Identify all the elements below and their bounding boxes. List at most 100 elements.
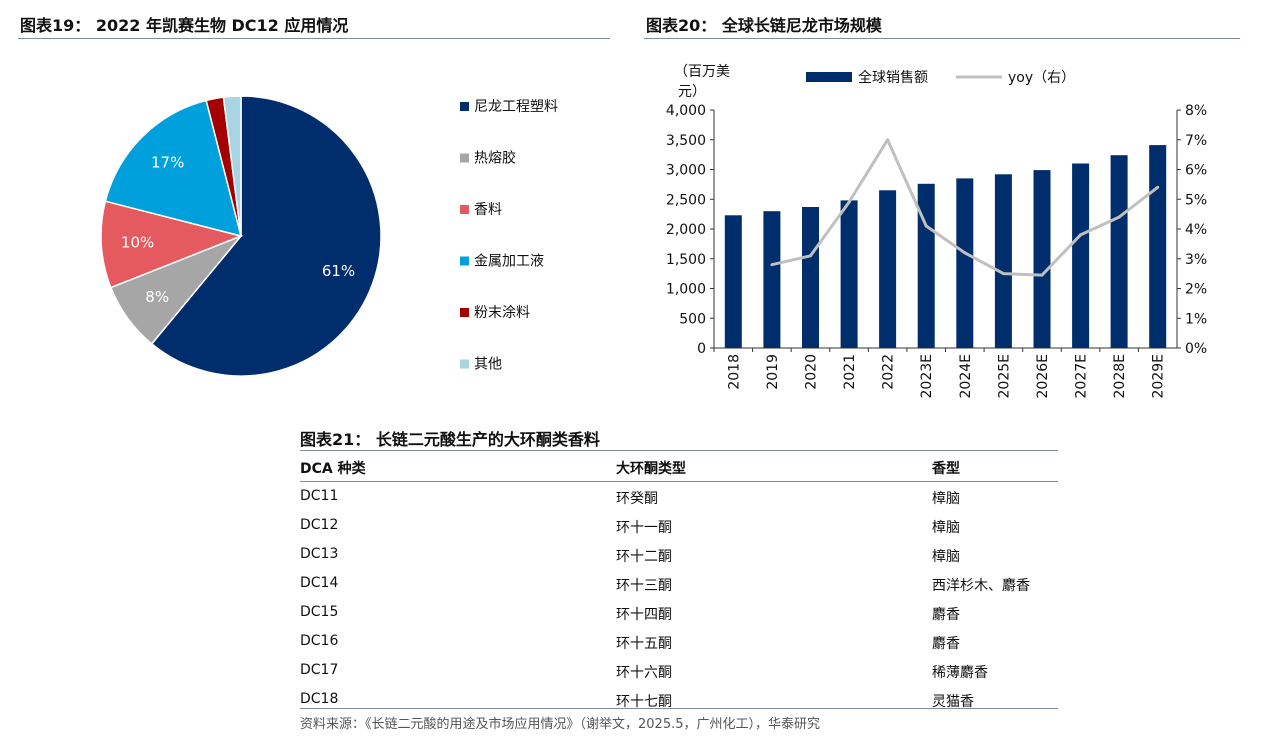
- legend-swatch-bar: [806, 72, 852, 82]
- legend-label-bar: 全球销售额: [858, 69, 928, 86]
- table-cell-ketone: 环十二酮: [616, 549, 672, 565]
- fig20-title: 图表20： 全球长链尼龙市场规模: [646, 16, 882, 35]
- yoy-point-2027E: [1079, 233, 1082, 237]
- table-cell-ketone: 环十六酮: [616, 665, 672, 681]
- y-unit-label-line2: 元）: [678, 84, 706, 100]
- bar-2019: [763, 211, 781, 348]
- pie-slice-0: [150, 95, 382, 377]
- left-tick-label: 500: [679, 311, 706, 327]
- bar-2029E: [1149, 145, 1167, 348]
- x-tick-label: 2027E: [1074, 354, 1090, 398]
- pie-slice-label-2: 10%: [121, 234, 154, 252]
- legend-swatch-1: [460, 153, 469, 163]
- x-tick-label: 2028E: [1112, 354, 1128, 398]
- table-row: DC14 环十三酮 西洋杉木、麝香: [300, 569, 1058, 598]
- right-tick-label: 4%: [1185, 222, 1207, 238]
- legend-label-line: yoy（右）: [1008, 70, 1075, 86]
- x-tick-label: 2020: [803, 354, 819, 390]
- x-tick-label: 2018: [726, 354, 742, 390]
- table-row: DC13 环十二酮 樟脑: [300, 540, 1058, 569]
- table-cell-dca: DC12: [300, 517, 339, 533]
- table-header-dca: DCA 种类: [300, 461, 366, 477]
- bar-2027E: [1072, 163, 1090, 348]
- table-row: DC15 环十四酮 麝香: [300, 598, 1058, 627]
- table-cell-dca: DC17: [300, 662, 339, 678]
- bar-2021: [840, 200, 858, 348]
- table-row: DC16 环十五酮 麝香: [300, 627, 1058, 656]
- bar-2024E: [956, 178, 974, 348]
- table-cell-dca: DC18: [300, 691, 339, 707]
- y-unit-label-line1: （百万美: [674, 64, 730, 80]
- right-tick-label: 0%: [1185, 341, 1207, 357]
- pie-slice-3: [104, 99, 243, 238]
- table-cell-dca: DC14: [300, 575, 339, 591]
- bar-2028E: [1110, 155, 1128, 348]
- x-tick-label: 2024E: [958, 354, 974, 398]
- table-cell-dca: DC15: [300, 604, 339, 620]
- table-cell-scent: 樟脑: [932, 491, 960, 507]
- table-cell-scent: 稀薄麝香: [932, 665, 988, 681]
- bar-2020: [802, 207, 819, 348]
- fig21-title-rule: [300, 450, 1058, 451]
- right-tick-label: 7%: [1185, 133, 1207, 149]
- right-tick-label: 8%: [1185, 103, 1207, 119]
- table-cell-dca: DC16: [300, 633, 339, 649]
- legend-swatch-3: [460, 256, 469, 266]
- table-cell-scent: 灵猫香: [932, 694, 974, 710]
- x-tick-label: 2026E: [1035, 354, 1051, 398]
- table-cell-ketone: 环十一酮: [616, 520, 672, 536]
- table-cell-ketone: 环癸酮: [616, 491, 658, 507]
- left-tick-label: 1,500: [666, 252, 706, 268]
- yoy-point-2026E: [1040, 273, 1044, 277]
- yoy-point-2021: [847, 200, 851, 204]
- table-cell-ketone: 环十五酮: [616, 636, 672, 652]
- yoy-point-2028E: [1117, 215, 1121, 219]
- legend-label-4: 粉末涂料: [474, 305, 530, 321]
- pie-slice-label-3: 17%: [151, 154, 184, 172]
- yoy-point-2029E: [1156, 185, 1160, 189]
- bar-2025E: [994, 174, 1012, 348]
- x-tick-label: 2022: [881, 354, 897, 390]
- legend-label-0: 尼龙工程塑料: [474, 99, 558, 115]
- table-cell-ketone: 环十三酮: [616, 578, 672, 594]
- yoy-point-2025E: [1001, 272, 1005, 276]
- table-row: DC12 环十一酮 樟脑: [300, 511, 1058, 540]
- yoy-point-2019: [770, 263, 774, 267]
- x-tick-label: 2029E: [1151, 354, 1167, 398]
- right-tick-label: 2%: [1185, 282, 1207, 298]
- left-tick-label: 3,500: [666, 133, 706, 149]
- fig20-bar-line-chart: 0 500 1,000 1,500 2,000 2,500 3,000 3,500 4,000 0…: [666, 64, 1207, 398]
- yoy-point-2024E: [963, 251, 967, 255]
- x-tick-label: 2021: [842, 354, 858, 390]
- right-tick-label: 5%: [1185, 192, 1207, 208]
- legend-label-3: 金属加工液: [474, 254, 544, 270]
- table-cell-scent: 樟脑: [932, 549, 960, 565]
- pie-slice-label-0: 61%: [322, 262, 355, 280]
- table-header-scent: 香型: [932, 461, 960, 477]
- bar-2026E: [1033, 170, 1051, 348]
- legend-label-5: 其他: [474, 357, 502, 373]
- table-cell-ketone: 环十四酮: [616, 607, 672, 623]
- legend-swatch-0: [460, 102, 469, 111]
- legend-swatch-4: [460, 308, 469, 317]
- pie-slice-2: [100, 200, 244, 289]
- table-header-ketone: 大环酮类型: [616, 461, 686, 477]
- right-tick-label: 3%: [1185, 252, 1207, 268]
- pie-slice-5: [222, 95, 242, 237]
- table-row: DC18 环十七酮 灵猫香: [300, 685, 1058, 714]
- table-header-row: DCA 种类 大环酮类型 香型: [300, 452, 1058, 482]
- bar-2018: [724, 215, 742, 348]
- right-tick-label: 6%: [1185, 163, 1207, 179]
- yoy-point-2020: [809, 254, 812, 258]
- yoy-point-2023E: [924, 224, 928, 228]
- left-tick-label: 4,000: [666, 103, 706, 119]
- table-cell-dca: DC11: [300, 488, 339, 504]
- fig21-table: DCA 种类 大环酮类型 香型 DC11 环癸酮 樟脑 DC12 环十一酮 樟脑…: [300, 452, 1058, 714]
- table-row: DC11 环癸酮 樟脑: [300, 482, 1058, 511]
- left-tick-label: 3,000: [666, 163, 706, 179]
- table-cell-ketone: 环十七酮: [616, 694, 672, 710]
- table-cell-scent: 西洋杉木、麝香: [932, 578, 1030, 594]
- left-tick-label: 1,000: [666, 282, 706, 298]
- legend-swatch-2: [460, 205, 469, 214]
